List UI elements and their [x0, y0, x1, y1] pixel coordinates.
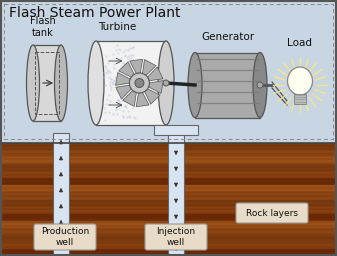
Ellipse shape — [253, 52, 267, 118]
Polygon shape — [148, 67, 163, 81]
FancyBboxPatch shape — [145, 224, 207, 250]
Bar — [0, 199, 337, 208]
Bar — [0, 242, 337, 250]
Bar — [0, 228, 337, 236]
Bar — [33, 45, 61, 121]
Ellipse shape — [287, 67, 312, 95]
Circle shape — [163, 80, 169, 86]
Bar — [195, 52, 260, 118]
Bar — [0, 249, 337, 256]
Bar — [0, 193, 337, 200]
Bar — [0, 150, 337, 158]
Bar — [0, 207, 337, 215]
Ellipse shape — [55, 45, 67, 121]
Polygon shape — [136, 92, 149, 107]
FancyBboxPatch shape — [34, 224, 96, 250]
Bar — [0, 171, 337, 179]
FancyBboxPatch shape — [236, 203, 308, 223]
Circle shape — [135, 79, 144, 88]
Text: Load: Load — [287, 38, 312, 48]
Circle shape — [129, 73, 149, 93]
Bar — [154, 125, 198, 135]
Text: Injection
well: Injection well — [156, 227, 195, 247]
Ellipse shape — [158, 41, 174, 125]
Bar — [35, 52, 59, 114]
Bar — [168, 133, 184, 256]
Polygon shape — [123, 91, 136, 106]
Bar — [0, 185, 337, 194]
Polygon shape — [119, 62, 134, 77]
Text: Turbine: Turbine — [98, 22, 136, 32]
Text: Generator: Generator — [201, 32, 254, 42]
Polygon shape — [145, 89, 160, 104]
Bar — [0, 157, 337, 165]
Bar — [0, 235, 337, 243]
Bar — [0, 214, 337, 222]
Circle shape — [257, 82, 263, 88]
Bar — [294, 94, 306, 104]
Bar — [0, 0, 337, 143]
Bar — [0, 178, 337, 186]
Bar — [0, 164, 337, 172]
Ellipse shape — [188, 52, 202, 118]
Polygon shape — [143, 60, 156, 76]
Ellipse shape — [27, 45, 39, 121]
Bar — [96, 41, 166, 125]
Polygon shape — [116, 85, 131, 99]
Ellipse shape — [88, 41, 104, 125]
Polygon shape — [130, 59, 143, 73]
Bar — [53, 133, 69, 256]
Text: Production
well: Production well — [41, 227, 89, 247]
Text: Flash
tank: Flash tank — [30, 16, 56, 38]
Polygon shape — [149, 81, 163, 93]
Polygon shape — [116, 72, 130, 86]
Bar — [0, 221, 337, 229]
Text: Rock layers: Rock layers — [246, 208, 298, 218]
Bar — [4, 4, 333, 139]
Text: Flash Steam Power Plant: Flash Steam Power Plant — [9, 6, 181, 20]
Bar — [0, 143, 337, 151]
